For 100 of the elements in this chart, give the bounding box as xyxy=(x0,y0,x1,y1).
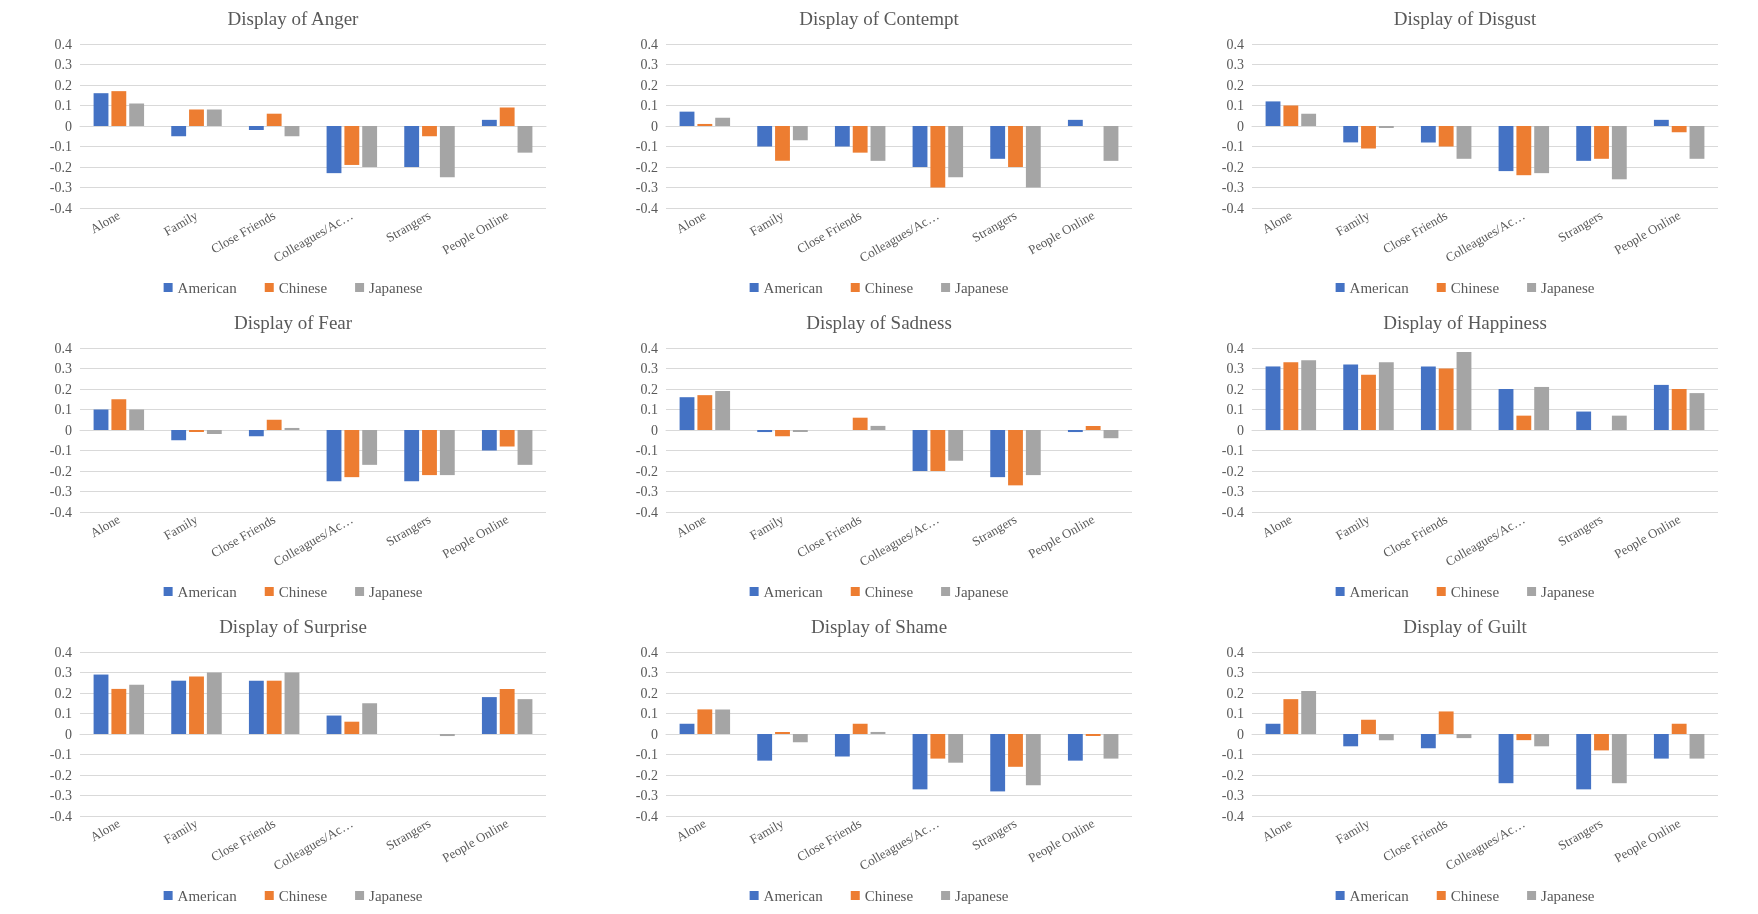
y-tick-label: -0.3 xyxy=(635,180,658,195)
bar xyxy=(129,684,145,734)
bar xyxy=(1361,374,1376,430)
legend-label: Chinese xyxy=(1450,887,1500,904)
y-tick-label: -0.4 xyxy=(1221,808,1244,824)
bar xyxy=(870,425,886,430)
bar xyxy=(284,672,300,734)
bar xyxy=(1283,699,1299,734)
bar xyxy=(757,430,773,433)
y-tick-label: 0.1 xyxy=(1226,98,1244,113)
bar xyxy=(517,699,533,734)
bar xyxy=(912,734,928,790)
bar xyxy=(870,126,886,161)
bar xyxy=(852,723,868,734)
bar xyxy=(697,123,713,126)
x-tick-label: People Online xyxy=(1611,815,1684,866)
y-tick-label: 0.4 xyxy=(1226,644,1244,660)
x-tick-label: Alone xyxy=(673,207,709,237)
legend-label: Chinese xyxy=(864,279,914,296)
y-tick-label: 0.1 xyxy=(1226,402,1244,417)
y-tick-label: 0 xyxy=(651,422,658,438)
x-tick-label: People Online xyxy=(1611,207,1684,258)
legend-label: American xyxy=(763,583,824,600)
y-tick-label: 0.2 xyxy=(1226,381,1244,397)
y-tick-label: -0.1 xyxy=(49,747,72,762)
y-tick-label: -0.1 xyxy=(635,443,658,458)
bar xyxy=(1008,430,1023,486)
y-tick-label: -0.3 xyxy=(49,484,72,499)
bar xyxy=(111,688,127,734)
legend-label: American xyxy=(763,887,824,904)
bar xyxy=(499,107,515,126)
y-tick-label: 0.2 xyxy=(1226,77,1244,93)
legend-label: American xyxy=(177,583,238,600)
bar xyxy=(1498,389,1514,430)
legend-label: Japanese xyxy=(955,279,1009,296)
bar xyxy=(1343,734,1359,747)
bar xyxy=(1008,126,1023,167)
bar xyxy=(326,430,342,482)
y-tick-label: 0.1 xyxy=(54,98,72,113)
bar xyxy=(422,430,437,476)
chart-title: Display of Contempt xyxy=(799,8,960,29)
x-tick-label: People Online xyxy=(1025,511,1098,562)
bar xyxy=(775,430,790,437)
x-tick-label: Alone xyxy=(87,511,123,541)
bar xyxy=(1103,430,1119,439)
y-tick-label: 0.3 xyxy=(640,361,658,376)
y-tick-label: 0.2 xyxy=(54,685,72,701)
bar xyxy=(1689,393,1705,430)
legend-label: Japanese xyxy=(1541,887,1595,904)
bar xyxy=(990,126,1006,159)
y-tick-label: 0.4 xyxy=(1226,340,1244,356)
bar xyxy=(439,430,455,476)
bar xyxy=(344,721,360,734)
bar xyxy=(1534,386,1550,430)
legend-label: Japanese xyxy=(955,887,1009,904)
bar xyxy=(171,126,187,137)
bar xyxy=(189,676,204,734)
bar xyxy=(1456,734,1472,739)
y-tick-label: -0.1 xyxy=(1221,139,1244,154)
bar xyxy=(990,430,1006,478)
bar xyxy=(326,715,342,734)
bar xyxy=(1534,126,1550,174)
bar xyxy=(1085,425,1101,430)
y-tick-label: 0.2 xyxy=(640,685,658,701)
legend-label: American xyxy=(177,887,238,904)
y-tick-label: 0.4 xyxy=(54,644,72,660)
y-tick-label: -0.4 xyxy=(635,504,658,520)
y-tick-label: -0.2 xyxy=(1221,463,1244,479)
y-tick-label: 0 xyxy=(1237,118,1244,134)
bar xyxy=(1085,734,1101,737)
y-tick-label: -0.4 xyxy=(49,504,72,520)
y-tick-label: 0.3 xyxy=(640,57,658,72)
bar xyxy=(1420,366,1436,430)
y-tick-label: 0 xyxy=(1237,422,1244,438)
x-tick-label: People Online xyxy=(1025,207,1098,258)
bar xyxy=(344,430,360,478)
bar xyxy=(697,709,713,734)
bar xyxy=(1025,734,1041,786)
bar xyxy=(1067,430,1083,433)
bar xyxy=(1611,415,1627,430)
bar xyxy=(1067,119,1083,126)
x-tick-label: People Online xyxy=(1611,511,1684,562)
y-tick-label: -0.4 xyxy=(635,808,658,824)
y-tick-label: 0 xyxy=(1237,726,1244,742)
bar xyxy=(362,126,378,167)
bar xyxy=(1265,723,1281,734)
bar xyxy=(948,734,964,763)
bar xyxy=(129,103,145,126)
bar xyxy=(1343,126,1359,143)
bar xyxy=(111,91,127,126)
bar xyxy=(171,430,187,441)
bar xyxy=(189,109,204,126)
y-tick-label: -0.2 xyxy=(635,159,658,175)
bar xyxy=(990,734,1006,792)
legend-label: Chinese xyxy=(278,887,328,904)
y-tick-label: -0.3 xyxy=(635,484,658,499)
bar xyxy=(1611,126,1627,180)
bar xyxy=(1498,126,1514,172)
bar xyxy=(1265,366,1281,430)
bar xyxy=(248,430,264,437)
